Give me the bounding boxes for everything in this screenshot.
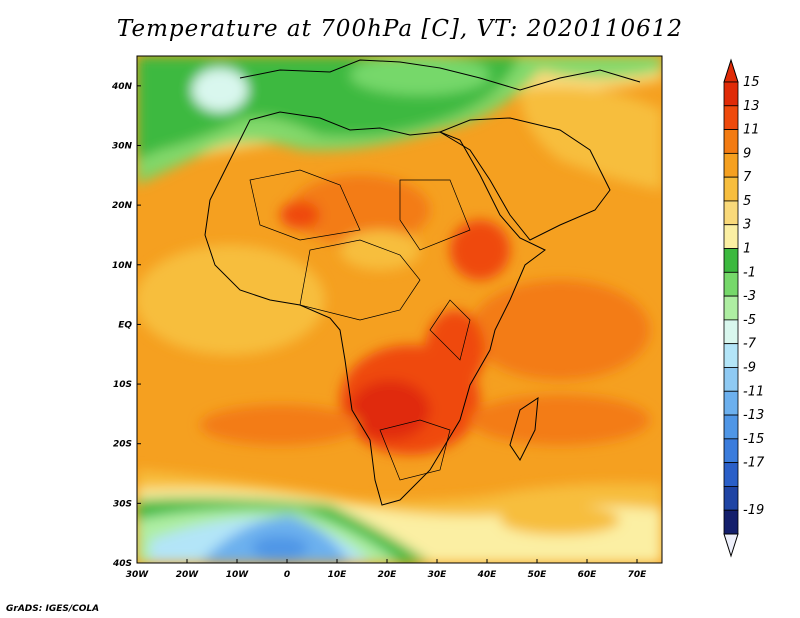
- colorbar-swatch: [723, 129, 739, 154]
- colorbar-swatch: [723, 390, 739, 416]
- y-tick-label: 30S: [113, 499, 132, 509]
- colorbar-swatch: [723, 438, 739, 464]
- colorbar-label: -5: [743, 313, 756, 328]
- colorbar-label: 9: [743, 146, 751, 161]
- colorbar-swatch: [723, 462, 739, 487]
- colorbar-bottom-arrow: [723, 533, 739, 558]
- colorbar-label: -15: [743, 432, 764, 447]
- x-tick-label: 40E: [477, 570, 498, 580]
- colorbar-swatch: [723, 509, 739, 535]
- colorbar-label: -13: [743, 408, 764, 423]
- colorbar-swatch: [723, 105, 739, 130]
- colorbar-label: -11: [743, 384, 764, 399]
- colorbar-label: 7: [743, 170, 752, 185]
- y-tick-label: 30N: [112, 141, 133, 151]
- colorbar-label: 15: [743, 75, 760, 90]
- y-axis-ticks: 40N 30N 20N 10N EQ 10S 20S 30S 40S: [111, 82, 141, 569]
- colorbar-swatch: [723, 295, 739, 321]
- y-tick-label: 40N: [111, 82, 133, 92]
- x-tick-label: 10W: [226, 570, 250, 580]
- colorbar-label: -17: [743, 456, 765, 471]
- colorbar-swatch: [723, 224, 739, 249]
- colorbar-swatch: [723, 319, 739, 345]
- y-tick-label: EQ: [118, 320, 132, 330]
- colorbar-swatch: [723, 200, 739, 226]
- x-tick-label: 0: [284, 570, 290, 580]
- x-tick-label: 60E: [578, 570, 598, 580]
- x-axis-ticks: 30W 20W 10W 0 10E 20E 30E 40E 50E 60E 70E: [126, 559, 647, 580]
- plot-frame: [136, 55, 663, 564]
- y-tick-label: 40S: [112, 559, 132, 569]
- colorbar-top-arrow: [723, 58, 739, 83]
- colorbar-label: 1: [743, 242, 751, 257]
- temperature-field: [137, 56, 662, 563]
- colorbar-swatch: [723, 486, 739, 511]
- colorbar-swatch: [723, 152, 739, 178]
- map-title: Temperature at 700hPa [C], VT: 202011061…: [116, 16, 684, 42]
- colorbar-swatch: [723, 343, 739, 368]
- colorbar-label: -9: [743, 360, 756, 375]
- colorbar-label: -19: [743, 503, 764, 518]
- colorbar-label: 11: [743, 123, 760, 138]
- x-tick-label: 20E: [378, 570, 398, 580]
- y-tick-label: 20S: [113, 440, 132, 450]
- x-tick-label: 20W: [176, 570, 200, 580]
- x-tick-label: 30E: [428, 570, 448, 580]
- colorbar-swatch: [723, 367, 739, 392]
- colorbar-label: 3: [743, 218, 751, 233]
- colorbar-swatch: [723, 414, 739, 440]
- credit-text: GrADS: IGES/COLA: [6, 604, 100, 614]
- colorbar-label: 5: [743, 194, 751, 209]
- x-tick-label: 70E: [628, 570, 648, 580]
- y-tick-label: 10N: [112, 261, 133, 271]
- x-tick-label: 30W: [126, 570, 150, 580]
- colorbar-swatch: [723, 248, 739, 273]
- colorbar-label: -1: [743, 265, 756, 280]
- colorbar-label: 13: [743, 99, 760, 114]
- x-tick-label: 10E: [328, 570, 348, 580]
- y-tick-label: 20N: [112, 201, 133, 211]
- colorbar-swatch: [723, 81, 739, 107]
- coastlines: [204, 59, 641, 506]
- colorbar-swatch: [723, 271, 739, 297]
- colorbar: 15 13 11 9 7 5 3 1 -1 -3 -5 -7 -9 -11 -13 -15 -17 -19: [723, 58, 765, 558]
- colorbar-swatch: [723, 176, 739, 202]
- x-tick-label: 50E: [528, 570, 548, 580]
- y-tick-label: 10S: [113, 380, 132, 390]
- colorbar-label: -7: [743, 337, 757, 352]
- colorbar-label: -3: [743, 289, 756, 304]
